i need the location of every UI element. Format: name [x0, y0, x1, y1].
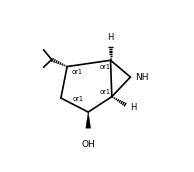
Text: or1: or1	[100, 64, 111, 70]
Text: H: H	[130, 103, 136, 112]
Text: or1: or1	[71, 69, 82, 75]
Text: OH: OH	[81, 140, 95, 149]
Text: NH: NH	[135, 73, 149, 82]
Text: or1: or1	[99, 89, 110, 95]
Polygon shape	[86, 112, 91, 128]
Text: or1: or1	[73, 96, 84, 102]
Text: H: H	[107, 33, 114, 42]
